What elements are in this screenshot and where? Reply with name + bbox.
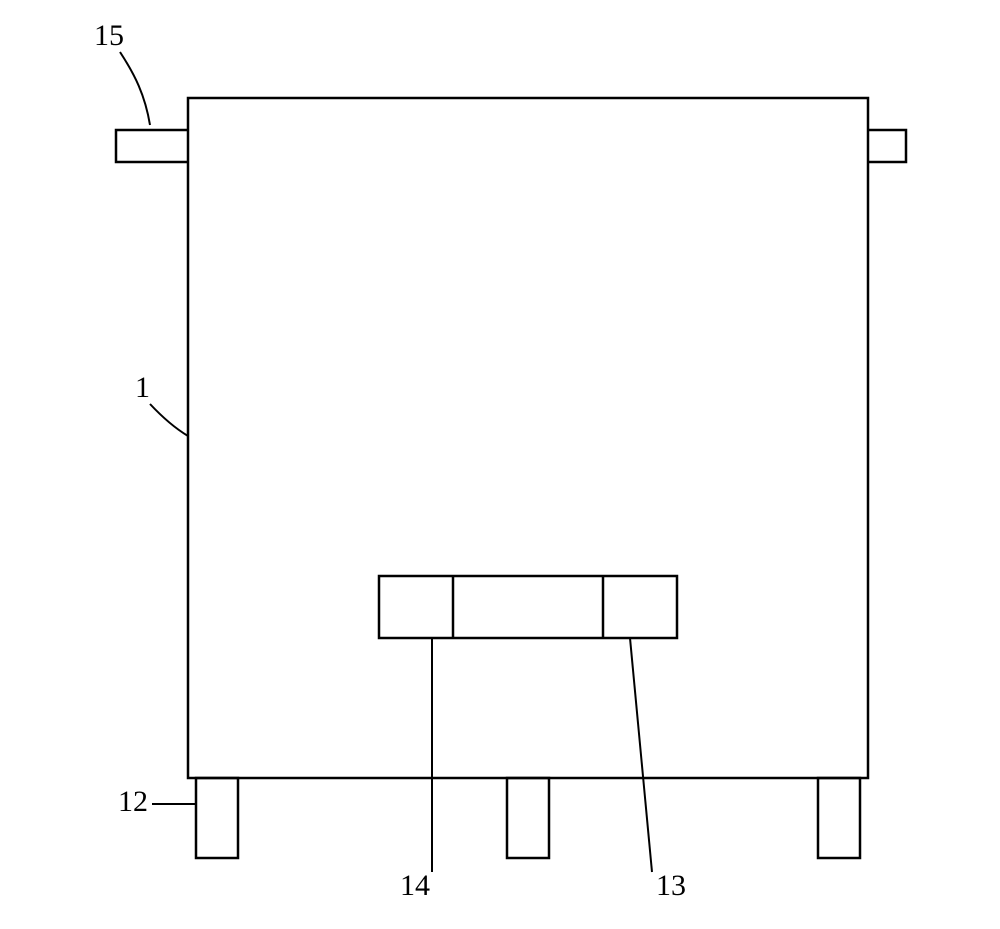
label_13-label: 13 [656,869,686,902]
main-body [188,98,868,778]
label_1-leader [150,404,188,436]
right-handle [868,130,906,162]
label_1-label: 1 [135,371,150,404]
label_15-leader [120,52,150,125]
leg-2 [507,778,549,858]
left-handle [116,130,188,162]
label_12-label: 12 [118,785,148,818]
label_15-label: 15 [94,19,124,52]
label_14-label: 14 [400,869,430,902]
leg-3 [818,778,860,858]
label_13-leader [630,638,652,872]
leg-1 [196,778,238,858]
assembly-outer [379,576,677,638]
